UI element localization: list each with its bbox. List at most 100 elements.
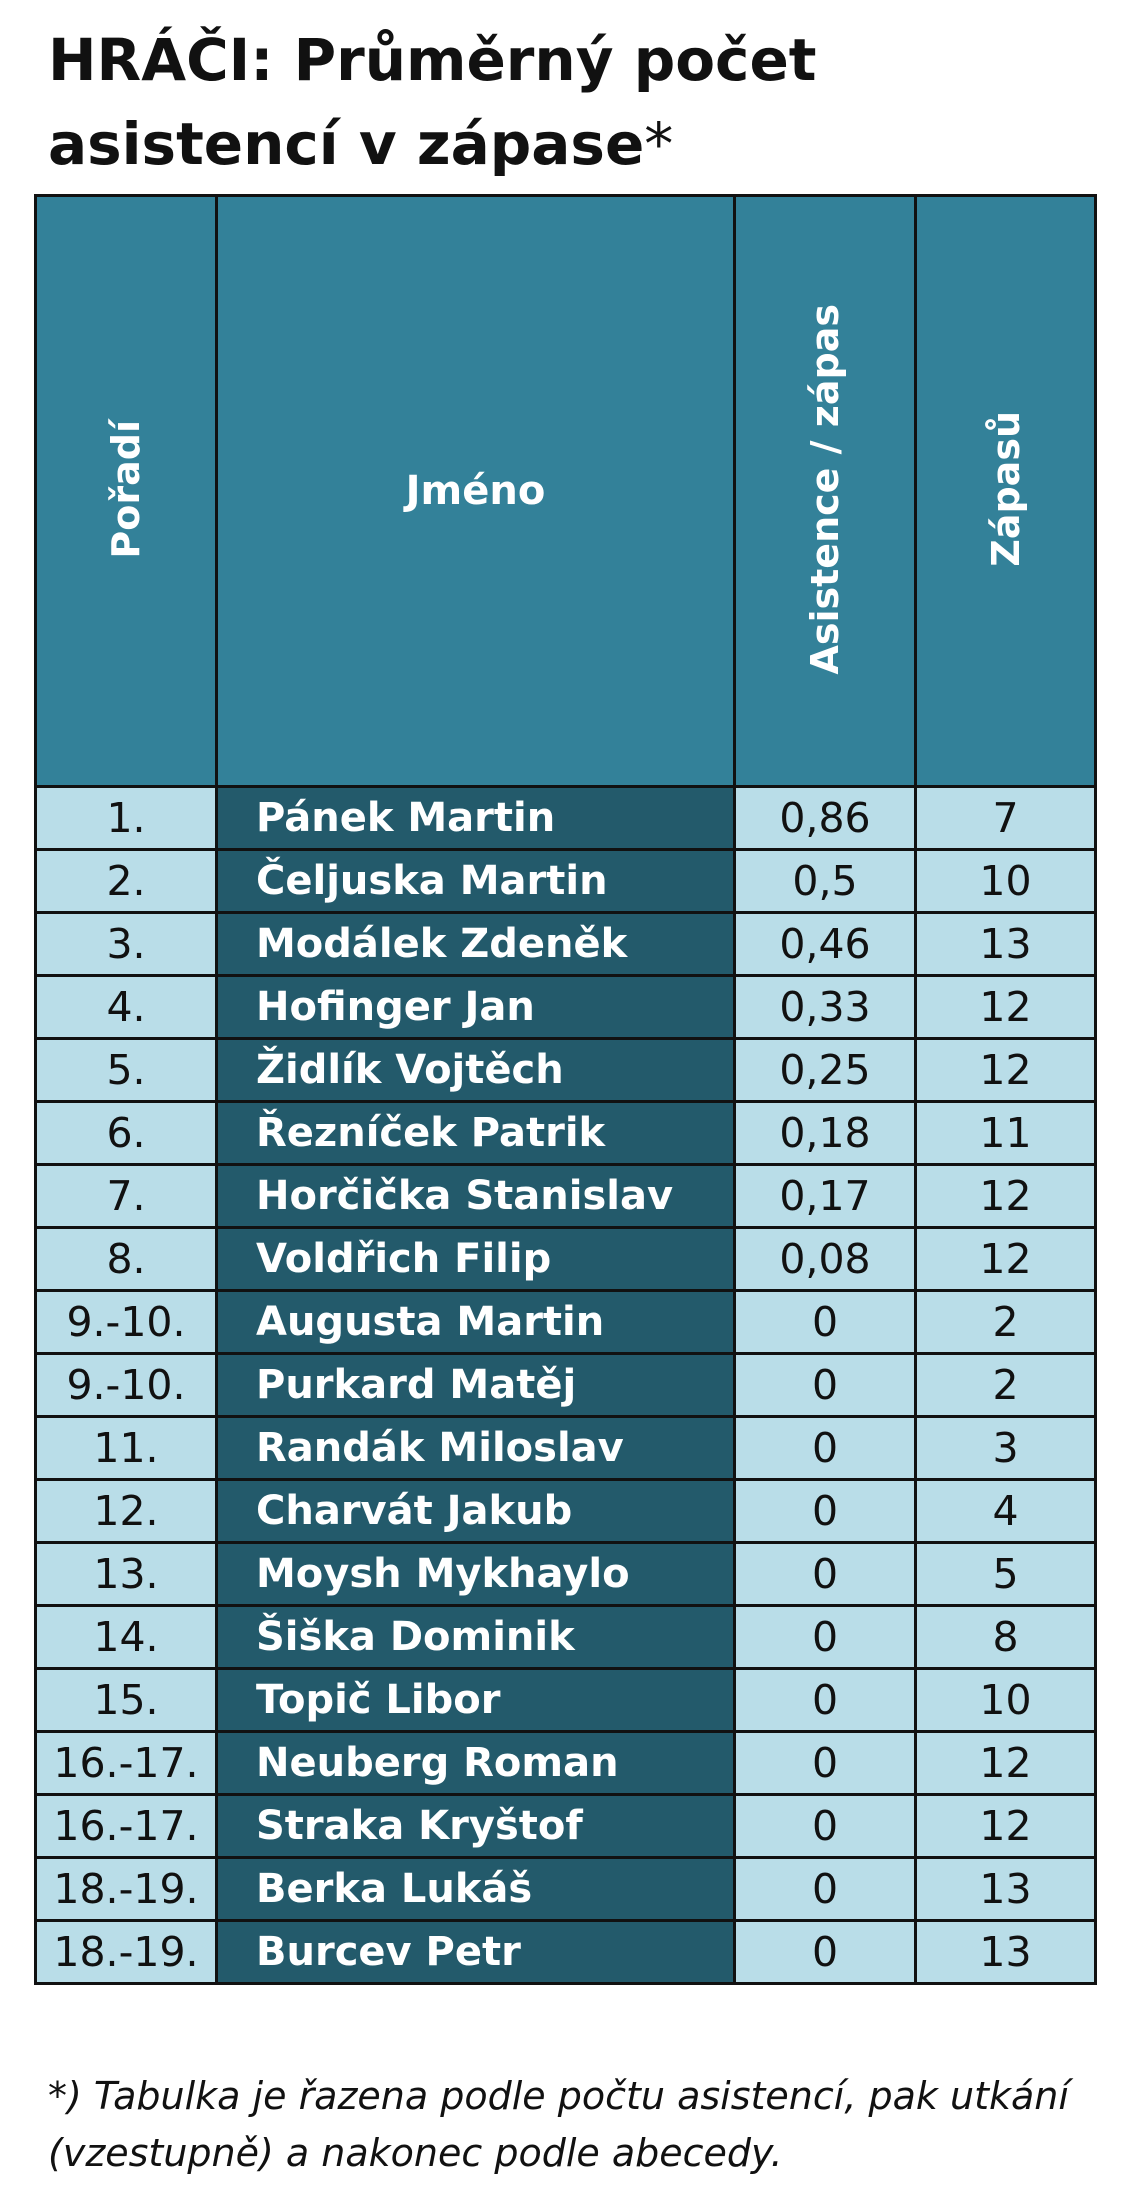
rank-cell: 16.-17.	[34, 1730, 218, 1796]
rank-cell: 15.	[34, 1667, 218, 1733]
column-header-rank: Pořadí	[34, 194, 218, 788]
games-played-cell: 12	[914, 1730, 1097, 1796]
assists-per-game-cell: 0,33	[733, 974, 917, 1040]
rank-cell: 2.	[34, 848, 218, 914]
games-played-cell: 12	[914, 974, 1097, 1040]
table-row: 18.-19. Berka Lukáš 0 13	[34, 1856, 1097, 1922]
column-header-assists: Asistence / zápas	[733, 194, 917, 788]
games-played-cell: 13	[914, 1919, 1097, 1985]
table-row: 9.-10. Augusta Martin 0 2	[34, 1289, 1097, 1355]
rank-cell: 16.-17.	[34, 1793, 218, 1859]
rank-cell: 12.	[34, 1478, 218, 1544]
games-played-cell: 10	[914, 848, 1097, 914]
column-header-name: Jméno	[215, 194, 736, 788]
player-name-cell: Čeljuska Martin	[215, 848, 736, 914]
assists-per-game-cell: 0,46	[733, 911, 917, 977]
table-body: 1. Pánek Martin 0,86 7 2. Čeljuska Martin 0,5 1…	[34, 785, 1097, 1985]
table-row: 15. Topič Libor 0 10	[34, 1667, 1097, 1733]
column-header-games: Zápasů	[914, 194, 1097, 788]
player-name-cell: Charvát Jakub	[215, 1478, 736, 1544]
games-played-cell: 10	[914, 1667, 1097, 1733]
table-row: 14. Šiška Dominik 0 8	[34, 1604, 1097, 1670]
games-played-cell: 12	[914, 1226, 1097, 1292]
assists-per-game-cell: 0	[733, 1415, 917, 1481]
table-row: 8. Voldřich Filip 0,08 12	[34, 1226, 1097, 1292]
assists-per-game-cell: 0	[733, 1604, 917, 1670]
games-played-cell: 2	[914, 1289, 1097, 1355]
table-row: 2. Čeljuska Martin 0,5 10	[34, 848, 1097, 914]
table-row: 12. Charvát Jakub 0 4	[34, 1478, 1097, 1544]
games-played-cell: 5	[914, 1541, 1097, 1607]
games-played-cell: 12	[914, 1163, 1097, 1229]
assists-table: Pořadí Jméno Asistence / zápas Zápasů 1.…	[34, 194, 1097, 1985]
games-played-cell: 13	[914, 1856, 1097, 1922]
title-asterisk: *	[644, 110, 674, 178]
player-name-cell: Augusta Martin	[215, 1289, 736, 1355]
games-played-cell: 12	[914, 1037, 1097, 1103]
games-played-cell: 11	[914, 1100, 1097, 1166]
assists-per-game-cell: 0	[733, 1478, 917, 1544]
rank-cell: 14.	[34, 1604, 218, 1670]
table-row: 16.-17. Straka Kryštof 0 12	[34, 1793, 1097, 1859]
rank-cell: 8.	[34, 1226, 218, 1292]
assists-per-game-cell: 0	[733, 1289, 917, 1355]
table-row: 11. Randák Miloslav 0 3	[34, 1415, 1097, 1481]
player-name-cell: Straka Kryštof	[215, 1793, 736, 1859]
assists-per-game-cell: 0	[733, 1919, 917, 1985]
table-row: 3. Modálek Zdeněk 0,46 13	[34, 911, 1097, 977]
rank-cell: 1.	[34, 785, 218, 851]
table-row: 9.-10. Purkard Matěj 0 2	[34, 1352, 1097, 1418]
assists-per-game-cell: 0	[733, 1856, 917, 1922]
footnote: *) Tabulka je řazena podle počtu asisten…	[48, 2074, 1069, 2175]
rank-cell: 3.	[34, 911, 218, 977]
games-played-cell: 2	[914, 1352, 1097, 1418]
table-row: 4. Hofinger Jan 0,33 12	[34, 974, 1097, 1040]
games-played-cell: 13	[914, 911, 1097, 977]
player-name-cell: Modálek Zdeněk	[215, 911, 736, 977]
rank-cell: 18.-19.	[34, 1856, 218, 1922]
games-played-cell: 12	[914, 1793, 1097, 1859]
column-header-label: Pořadí	[104, 419, 148, 559]
rank-cell: 13.	[34, 1541, 218, 1607]
column-header-label: Asistence / zápas	[803, 303, 847, 675]
player-name-cell: Berka Lukáš	[215, 1856, 736, 1922]
rank-cell: 4.	[34, 974, 218, 1040]
table-row: 18.-19. Burcev Petr 0 13	[34, 1919, 1097, 1985]
player-name-cell: Randák Miloslav	[215, 1415, 736, 1481]
rank-cell: 18.-19.	[34, 1919, 218, 1985]
assists-per-game-cell: 0	[733, 1667, 917, 1733]
games-played-cell: 3	[914, 1415, 1097, 1481]
assists-per-game-cell: 0,25	[733, 1037, 917, 1103]
assists-per-game-cell: 0,17	[733, 1163, 917, 1229]
player-name-cell: Horčička Stanislav	[215, 1163, 736, 1229]
assists-per-game-cell: 0,5	[733, 848, 917, 914]
assists-per-game-cell: 0	[733, 1352, 917, 1418]
assists-per-game-cell: 0,18	[733, 1100, 917, 1166]
rank-cell: 9.-10.	[34, 1352, 218, 1418]
player-name-cell: Purkard Matěj	[215, 1352, 736, 1418]
player-name-cell: Šiška Dominik	[215, 1604, 736, 1670]
table-row: 5. Židlík Vojtěch 0,25 12	[34, 1037, 1097, 1103]
player-name-cell: Topič Libor	[215, 1667, 736, 1733]
table-header-row: Pořadí Jméno Asistence / zápas Zápasů	[34, 194, 1097, 788]
table-row: 16.-17. Neuberg Roman 0 12	[34, 1730, 1097, 1796]
games-played-cell: 8	[914, 1604, 1097, 1670]
player-name-cell: Židlík Vojtěch	[215, 1037, 736, 1103]
player-name-cell: Moysh Mykhaylo	[215, 1541, 736, 1607]
rank-cell: 11.	[34, 1415, 218, 1481]
player-name-cell: Burcev Petr	[215, 1919, 736, 1985]
rank-cell: 5.	[34, 1037, 218, 1103]
player-name-cell: Voldřich Filip	[215, 1226, 736, 1292]
assists-per-game-cell: 0,08	[733, 1226, 917, 1292]
assists-per-game-cell: 0	[733, 1730, 917, 1796]
title-text: HRÁČI: Průměrný počet asistencí v zápase	[48, 26, 817, 178]
player-name-cell: Neuberg Roman	[215, 1730, 736, 1796]
table-row: 6. Řezníček Patrik 0,18 11	[34, 1100, 1097, 1166]
assists-per-game-cell: 0,86	[733, 785, 917, 851]
rank-cell: 9.-10.	[34, 1289, 218, 1355]
games-played-cell: 7	[914, 785, 1097, 851]
table-row: 1. Pánek Martin 0,86 7	[34, 785, 1097, 851]
rank-cell: 6.	[34, 1100, 218, 1166]
page-title: HRÁČI: Průměrný počet asistencí v zápase…	[48, 18, 1088, 186]
assists-per-game-cell: 0	[733, 1793, 917, 1859]
